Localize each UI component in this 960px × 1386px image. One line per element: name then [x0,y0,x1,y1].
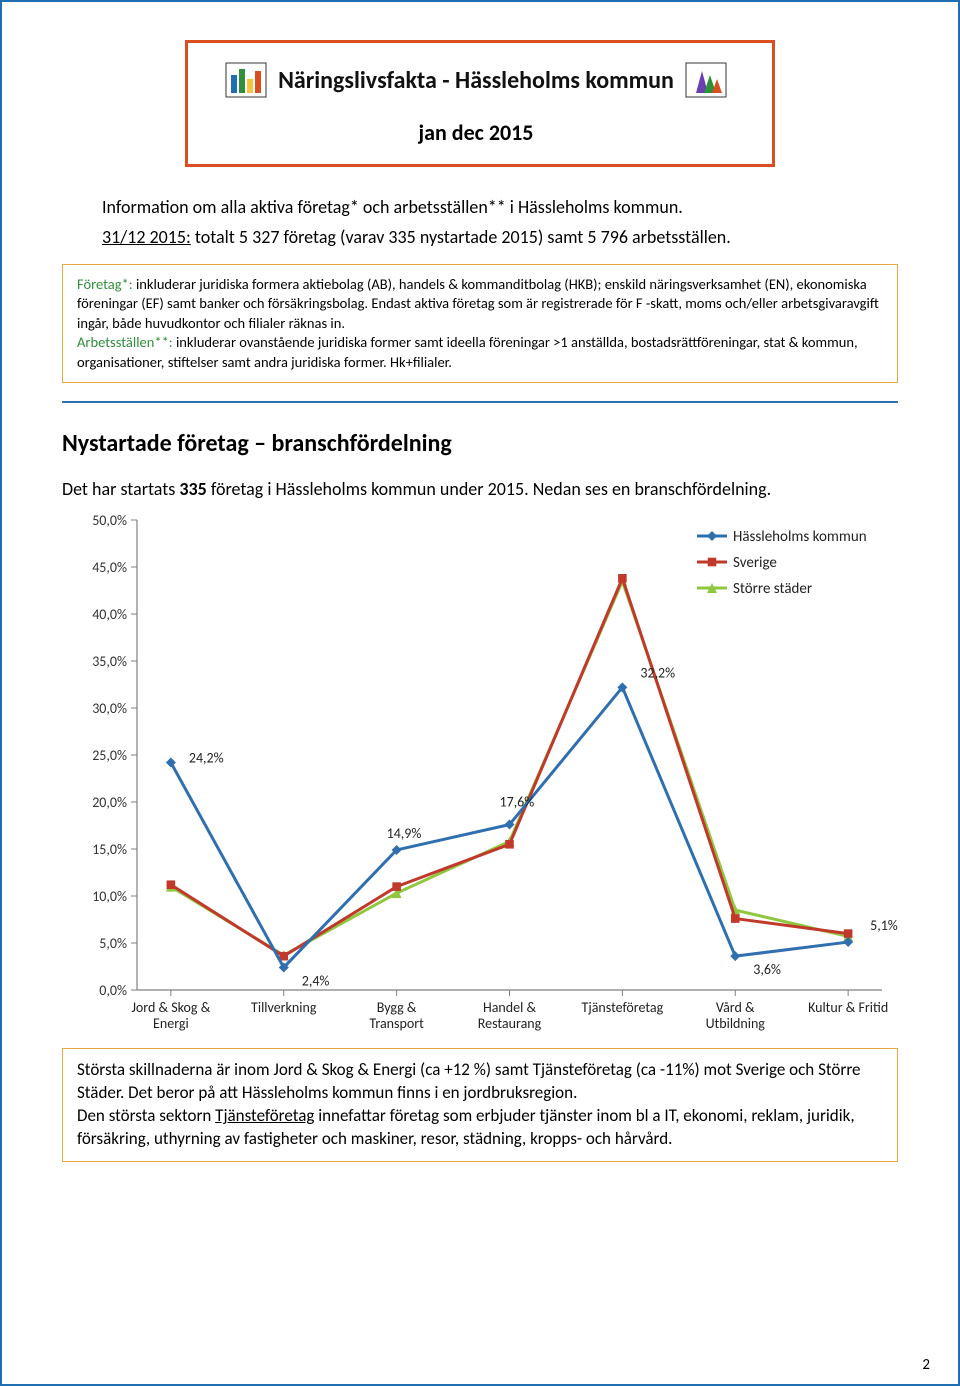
svg-text:3,6%: 3,6% [753,962,781,979]
svg-text:32,2%: 32,2% [640,665,675,682]
svg-text:35,0%: 35,0% [92,653,127,670]
svg-text:Handel &: Handel & [483,999,536,1016]
svg-text:15,0%: 15,0% [92,841,127,858]
definition-term-2: Arbetsställen**: [77,333,176,351]
svg-text:17,6%: 17,6% [500,794,535,811]
svg-text:Restaurang: Restaurang [478,1015,542,1032]
page-number: 2 [922,1356,930,1374]
svg-text:45,0%: 45,0% [92,559,127,576]
section-intro-count: 335 [179,478,206,500]
header-title-row: Näringslivsfakta - Hässleholms kommun [206,61,746,99]
header-box: Näringslivsfakta - Hässleholms kommun ja… [185,40,775,167]
svg-text:5,1%: 5,1% [870,917,898,934]
conclusion-line-1: Största skillnaderna är inom Jord & Skog… [77,1059,860,1103]
definitions-box: Företag*: inkluderar juridiska formera a… [62,264,898,384]
svg-text:Transport: Transport [369,1015,424,1032]
svg-text:Hässleholms kommun: Hässleholms kommun [733,528,867,546]
svg-text:5,0%: 5,0% [99,935,127,952]
bar-chart-icon [224,61,268,99]
section-intro-c: företag i Hässleholms kommun under 2015.… [207,478,771,500]
svg-text:25,0%: 25,0% [92,747,127,764]
section-rule [62,401,898,403]
definition-text-1: inkluderar juridiska formera aktiebolag … [77,275,879,332]
svg-text:40,0%: 40,0% [92,606,127,623]
svg-text:2,4%: 2,4% [302,973,330,990]
svg-text:Utbildning: Utbildning [706,1015,766,1032]
triangle-chart-icon [684,61,728,99]
svg-text:24,2%: 24,2% [189,750,224,767]
intro-rest: totalt 5 327 företag (varav 335 nystarta… [191,226,731,248]
svg-text:0,0%: 0,0% [99,982,127,999]
conclusion-box: Största skillnaderna är inom Jord & Skog… [62,1048,898,1162]
svg-text:Energi: Energi [153,1015,189,1032]
definition-term-1: Företag*: [77,275,136,293]
page: Näringslivsfakta - Hässleholms kommun ja… [0,0,960,1386]
svg-text:Tjänsteföretag: Tjänsteföretag [582,999,664,1016]
intro-line-2: 31/12 2015: totalt 5 327 företag (varav … [62,225,898,249]
header-title: Näringslivsfakta - Hässleholms kommun [278,66,674,95]
svg-text:10,0%: 10,0% [92,888,127,905]
svg-text:Större städer: Större städer [733,580,812,598]
svg-text:Kultur & Fritid: Kultur & Fritid [808,999,888,1016]
branch-chart: 0,0% 5,0% 10,0% 15,0% 20,0% 25,0% 30,0% 35,0% 40… [62,510,898,1040]
conclusion-underline: Tjänsteföretag [215,1105,314,1126]
svg-text:Tillverkning: Tillverkning [251,999,317,1016]
section-intro-a: Det har startats [62,478,179,500]
intro-line-1: Information om alla aktiva företag* och … [62,195,898,219]
section-title: Nystartade företag – branschfördelning [62,429,898,458]
svg-text:20,0%: 20,0% [92,794,127,811]
section-intro: Det har startats 335 företag i Hässlehol… [62,478,898,500]
definition-text-2: inkluderar ovanstående juridiska former … [77,333,858,371]
svg-text:14,9%: 14,9% [387,825,422,842]
svg-text:Bygg &: Bygg & [377,999,417,1016]
conclusion-line-2a: Den största sektorn [77,1105,215,1126]
svg-text:Vård &: Vård & [716,999,755,1016]
svg-text:Jord & Skog &: Jord & Skog & [131,999,210,1016]
header-subtitle: jan dec 2015 [206,119,746,146]
svg-text:50,0%: 50,0% [92,512,127,529]
svg-text:30,0%: 30,0% [92,700,127,717]
intro-date: 31/12 2015: [102,226,191,248]
svg-text:Sverige: Sverige [733,554,777,572]
